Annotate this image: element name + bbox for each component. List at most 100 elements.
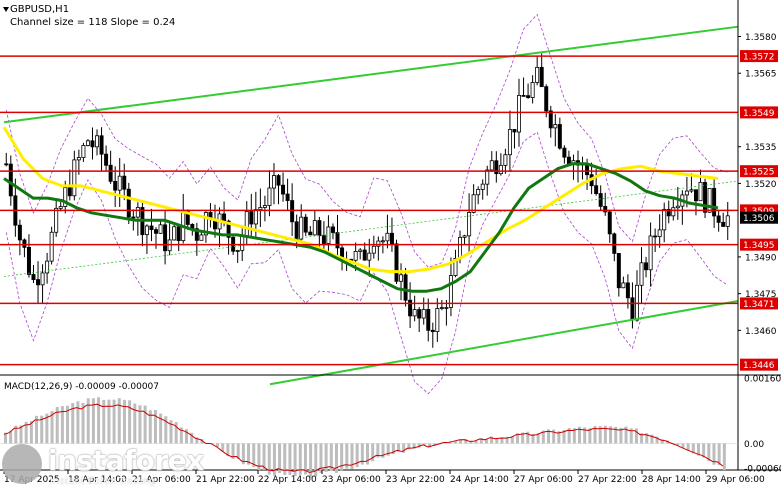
channel-indicator-label: Channel size = 118 Slope = 0.24 <box>10 17 176 28</box>
candle-body <box>385 232 390 242</box>
candle-body <box>31 274 36 281</box>
macd-histogram-bar <box>309 443 313 478</box>
candle-body <box>240 235 245 251</box>
macd-histogram-bar <box>143 405 147 444</box>
candle-body <box>607 211 612 235</box>
macd-histogram-bar <box>598 426 602 444</box>
macd-histogram-bar <box>324 443 328 472</box>
macd-histogram-bar <box>381 443 385 458</box>
level-label: 1.3446 <box>743 361 775 371</box>
macd-histogram-bar <box>629 428 633 444</box>
candle-body <box>326 226 331 244</box>
macd-histogram-bar <box>526 431 530 444</box>
macd-histogram-bar <box>619 427 623 444</box>
macd-histogram-bar <box>484 439 488 444</box>
candle-body <box>603 205 608 213</box>
candle-body <box>412 309 417 317</box>
candle-body <box>4 163 9 166</box>
macd-histogram-bar <box>500 437 504 444</box>
candle-body <box>358 249 363 252</box>
candle-body <box>117 175 122 191</box>
macd-histogram-bar <box>422 443 426 446</box>
channel-lower-line <box>269 299 739 386</box>
candle-body <box>49 231 54 262</box>
watermark-tagline: Instant Forex Trading <box>50 476 156 487</box>
macd-histogram-bar <box>169 420 173 444</box>
chart-header: GBPUSD,H1 Channel size = 118 Slope = 0.2… <box>0 0 300 32</box>
macd-histogram-bar <box>397 443 401 452</box>
macd-histogram-bar <box>60 406 64 444</box>
macd-histogram-bar <box>91 398 95 444</box>
macd-histogram-bar <box>334 443 338 473</box>
macd-histogram-bar <box>66 405 70 444</box>
candle-body <box>557 124 562 149</box>
macd-histogram-bar <box>407 443 411 450</box>
macd-histogram-bar <box>593 425 597 444</box>
candle-body <box>122 175 127 190</box>
level-label-bg <box>740 106 778 119</box>
macd-histogram-bar <box>686 443 690 451</box>
candle-body <box>290 200 295 223</box>
macd-histogram-bar <box>588 428 592 444</box>
time-tick-label: 21 Apr 06:00 <box>132 475 191 485</box>
level-label: 1.3525 <box>743 168 775 178</box>
macd-histogram-bar <box>345 443 349 469</box>
macd-label: MACD(12,26,9) -0.00009 -0.00007 <box>4 382 160 392</box>
candle-body <box>380 240 385 243</box>
candle-body <box>544 86 549 112</box>
macd-histogram-bar <box>81 402 85 444</box>
candle-body <box>698 181 703 202</box>
candle-body <box>494 160 499 175</box>
candle-body <box>63 187 68 207</box>
time-tick-label: 29 Apr 06:00 <box>706 475 765 485</box>
candle-body <box>703 181 708 213</box>
level-label-bg <box>740 238 778 251</box>
candle-body <box>99 135 104 155</box>
macd-histogram-bar <box>722 443 726 471</box>
candle-body <box>548 110 553 129</box>
candle-body <box>17 224 22 241</box>
candle-body <box>262 205 267 208</box>
candle-body <box>721 221 726 227</box>
ma-slow-line <box>3 162 719 293</box>
candle-body <box>222 213 227 222</box>
macd-histogram-bar <box>35 415 39 444</box>
candle-body <box>598 193 603 207</box>
candle-body <box>512 129 517 133</box>
macd-tick-label: 0.00 <box>744 440 764 450</box>
macd-histogram-bar <box>521 432 525 444</box>
macd-histogram-bar <box>547 429 550 444</box>
macd-histogram-bar <box>474 440 478 444</box>
candle-body <box>621 282 626 289</box>
macd-signal-line <box>3 403 724 473</box>
macd-histogram-bar <box>603 425 607 444</box>
watermark-brand: instaforex <box>48 444 204 477</box>
candle-body <box>276 175 281 186</box>
candle-body <box>625 282 630 299</box>
dropdown-triangle-icon[interactable] <box>3 7 9 12</box>
candle-body <box>421 309 426 319</box>
candle-body <box>662 208 667 231</box>
candle-body <box>430 329 435 333</box>
candle-body <box>253 209 258 225</box>
level-label: 1.3495 <box>743 241 775 251</box>
macd-histogram-bar <box>210 443 214 444</box>
macd-histogram-bar <box>45 413 49 444</box>
candle-body <box>163 224 168 252</box>
macd-histogram-bar <box>583 427 587 444</box>
macd-histogram-bar <box>650 434 654 444</box>
candle-body <box>399 274 404 282</box>
candle-body <box>154 229 158 234</box>
price-axis: 1.35801.35651.35351.35201.34901.34751.34… <box>0 0 781 471</box>
current-price-label: 1.3506 <box>743 214 775 224</box>
macd-histogram-bar <box>262 443 266 471</box>
macd-histogram-bar <box>221 443 225 452</box>
symbol-title: GBPUSD,H1 <box>10 4 70 15</box>
macd-histogram-bar <box>640 433 644 444</box>
candle-body <box>408 299 413 317</box>
macd-histogram-bar <box>681 443 685 449</box>
candle-body <box>299 216 304 240</box>
time-tick-label: 23 Apr 06:00 <box>322 475 381 485</box>
